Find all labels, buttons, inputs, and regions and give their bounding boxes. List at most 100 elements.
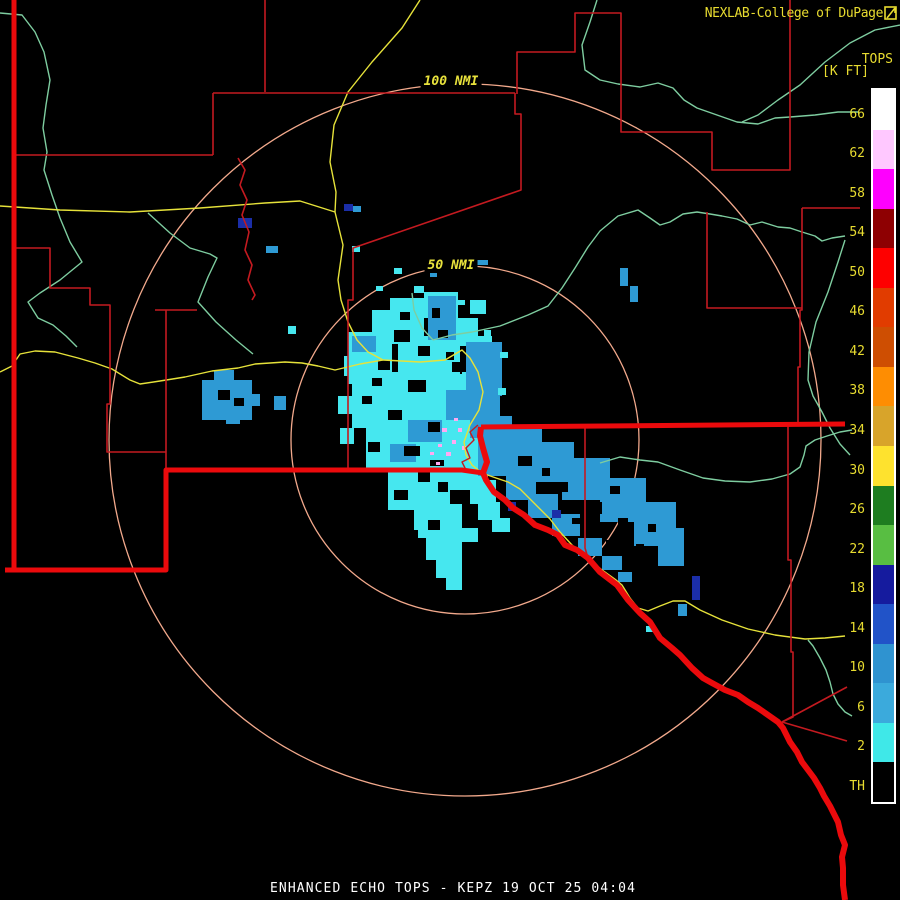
scale-label-34: 34 [849, 422, 865, 438]
scale-label-2: 2 [857, 739, 865, 755]
echo-cell [454, 418, 458, 421]
echo-cell [542, 468, 550, 476]
scale-segment-22 [873, 525, 894, 565]
echo-cell [218, 390, 230, 400]
echo-cell [492, 518, 510, 532]
echo-cell [376, 286, 383, 291]
scale-segment-54 [873, 208, 894, 249]
scale-label-26: 26 [849, 502, 865, 518]
echo-cell [446, 576, 462, 590]
scale-segment-50 [873, 248, 894, 288]
scale-segment-2 [873, 722, 894, 763]
scale-label-30: 30 [849, 462, 865, 478]
highway-west-north [0, 200, 336, 213]
scale-label-6: 6 [857, 699, 865, 715]
echo-cell [452, 440, 456, 444]
echo-cell [418, 346, 430, 356]
echo-cell [438, 330, 448, 338]
scale-label-42: 42 [849, 343, 865, 359]
river-meander [461, 424, 479, 471]
scale-label-22: 22 [849, 541, 865, 557]
echo-cell [552, 510, 561, 518]
scale-segment-46 [873, 287, 894, 328]
echo-cell [518, 456, 532, 466]
echo-cell [408, 530, 418, 538]
range-ring-label: 100 NMI [420, 74, 482, 89]
texas-border [480, 421, 846, 430]
range-ring-label: 50 NMI [424, 258, 478, 273]
scale-label-50: 50 [849, 264, 865, 280]
scale-label-54: 54 [849, 225, 865, 241]
echo-cell [288, 326, 296, 334]
scale-label-38: 38 [849, 383, 865, 399]
echo-cell [462, 528, 478, 542]
echo-cell [618, 518, 628, 528]
echo-cell [226, 416, 240, 424]
echo-cell [498, 388, 506, 395]
echo-cell [474, 260, 488, 265]
echo-cell [692, 576, 700, 600]
echo-cell [606, 540, 618, 548]
echo-cell [428, 520, 440, 530]
county-river-line [237, 157, 256, 301]
echo-cell [432, 308, 440, 318]
echo-cell [372, 378, 382, 386]
echo-cell [470, 300, 486, 314]
echo-cell [630, 286, 638, 302]
scale-segment-18 [873, 564, 894, 605]
county-line [781, 721, 848, 742]
echo-cell [394, 330, 410, 342]
echo-cell [400, 312, 410, 320]
echo-cell [234, 398, 244, 406]
scale-segment-14 [873, 604, 894, 644]
color-scale [871, 88, 896, 804]
page-title: NEXLAB-College of DuPage [704, 6, 884, 21]
green-road-right-curve [807, 239, 851, 456]
echo-cell [446, 452, 451, 456]
echo-cell [378, 360, 390, 370]
echo-cell [678, 604, 687, 616]
echo-cell [344, 204, 353, 211]
echo-cell [462, 446, 466, 450]
echo-cell [572, 518, 580, 524]
green-road-branch [411, 292, 434, 341]
echo-cell [556, 482, 568, 492]
echo-cell [394, 268, 402, 274]
echo-cell [466, 342, 502, 396]
echo-cell [618, 572, 632, 582]
county-line [781, 686, 848, 723]
echo-cell [353, 206, 361, 212]
echo-cell [426, 534, 462, 560]
scale-segment-6 [873, 683, 894, 723]
scale-label-14: 14 [849, 620, 865, 636]
echo-cell [214, 370, 234, 380]
green-road-se [807, 639, 853, 717]
echo-cell [430, 452, 434, 455]
echo-cell [266, 246, 278, 253]
county-line [347, 93, 522, 470]
echo-cell [500, 352, 508, 358]
echo-cell [436, 556, 462, 578]
scale-label-46: 46 [849, 304, 865, 320]
echo-cell [446, 352, 454, 360]
echo-cell [646, 626, 653, 632]
scale-segment-30 [873, 446, 894, 486]
scale-segment-10 [873, 643, 894, 684]
rio-grande-border [477, 426, 848, 900]
echo-cell [478, 502, 500, 520]
echo-cell [484, 330, 491, 336]
echo-cell [452, 362, 464, 372]
green-road-right-mid [599, 429, 853, 483]
echo-cell [648, 524, 656, 532]
echo-cell [246, 394, 260, 406]
echo-cell [588, 502, 602, 514]
echo-cell [620, 268, 628, 286]
echo-cell [428, 422, 440, 432]
scale-label-TH: TH [849, 778, 865, 794]
echo-cell [636, 544, 644, 552]
echo-cell [362, 396, 372, 404]
echo-cell [388, 410, 402, 420]
product-caption: ENHANCED ECHO TOPS - KEPZ 19 OCT 25 04:0… [270, 881, 636, 896]
scale-segment-62 [873, 129, 894, 170]
